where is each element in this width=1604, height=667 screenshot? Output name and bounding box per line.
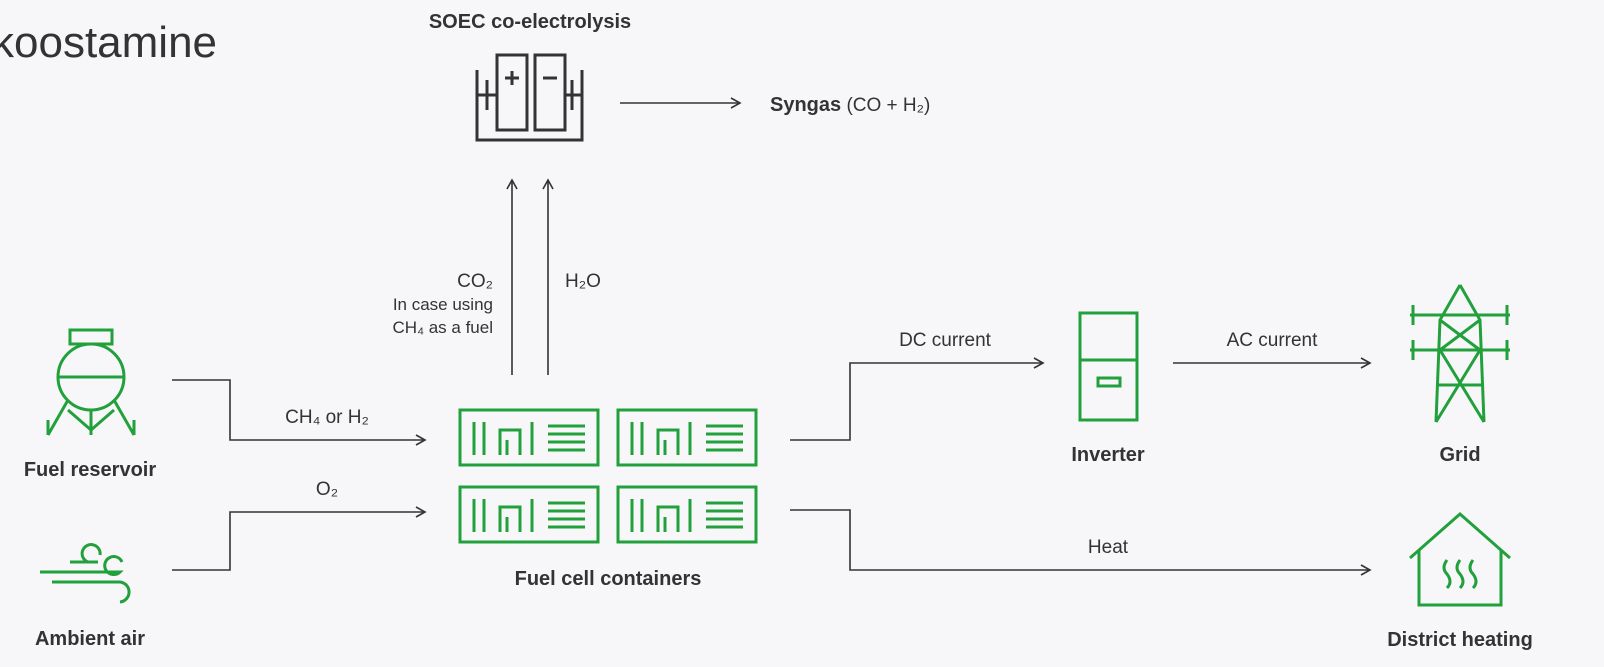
edge-note: CH₄ as a fuel	[393, 318, 493, 337]
node-label: Grid	[1439, 444, 1480, 466]
edge-label: O₂	[316, 479, 338, 500]
inverter-icon	[1078, 311, 1139, 422]
soec-icon	[475, 53, 584, 142]
node-label: Inverter	[1071, 444, 1145, 466]
node-label: Ambient air	[35, 628, 145, 650]
house-icon	[1409, 512, 1511, 607]
page-title: koostamine	[0, 18, 217, 67]
node-label: Fuel reservoir	[24, 459, 157, 481]
edge-label: AC current	[1227, 330, 1319, 351]
edge-label: DC current	[899, 330, 992, 351]
air-icon	[40, 543, 131, 604]
arrow	[172, 379, 427, 446]
grid-icon	[1410, 284, 1510, 423]
node-label: Fuel cell containers	[515, 568, 702, 590]
arrow	[790, 509, 1372, 576]
edge-label: H₂O	[565, 271, 601, 292]
edge-label: Heat	[1088, 537, 1129, 558]
edge-label: CO₂	[457, 271, 493, 292]
node-label: District heating	[1387, 629, 1533, 651]
output-label: Syngas (CO + H₂)	[770, 94, 930, 116]
arrow	[790, 357, 1045, 441]
arrow	[172, 506, 427, 571]
reservoir-icon	[46, 328, 136, 436]
edge-note: In case using	[393, 295, 493, 314]
edge-label: CH₄ or H₂	[285, 407, 369, 428]
node-label: SOEC co-electrolysis	[429, 11, 631, 33]
container-icons	[458, 408, 758, 544]
